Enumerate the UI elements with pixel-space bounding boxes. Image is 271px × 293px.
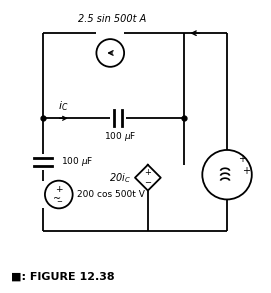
Text: +: + — [55, 185, 63, 194]
Text: 200 cos 500t V: 200 cos 500t V — [77, 190, 144, 199]
Text: 100 $\mu$F: 100 $\mu$F — [104, 130, 136, 143]
Text: 20$i_C$: 20$i_C$ — [109, 171, 131, 185]
Text: +: + — [238, 154, 246, 164]
Text: 100 $\mu$F: 100 $\mu$F — [61, 155, 93, 168]
Text: $i_C$: $i_C$ — [57, 100, 68, 113]
Text: −: − — [144, 178, 151, 187]
Text: +: + — [144, 168, 151, 177]
Text: 2.5 sin 500t A: 2.5 sin 500t A — [78, 14, 146, 24]
Text: ~: ~ — [53, 195, 61, 205]
Text: ■: FIGURE 12.38: ■: FIGURE 12.38 — [11, 272, 115, 282]
Text: −: − — [56, 200, 62, 205]
Text: +: + — [242, 166, 250, 176]
